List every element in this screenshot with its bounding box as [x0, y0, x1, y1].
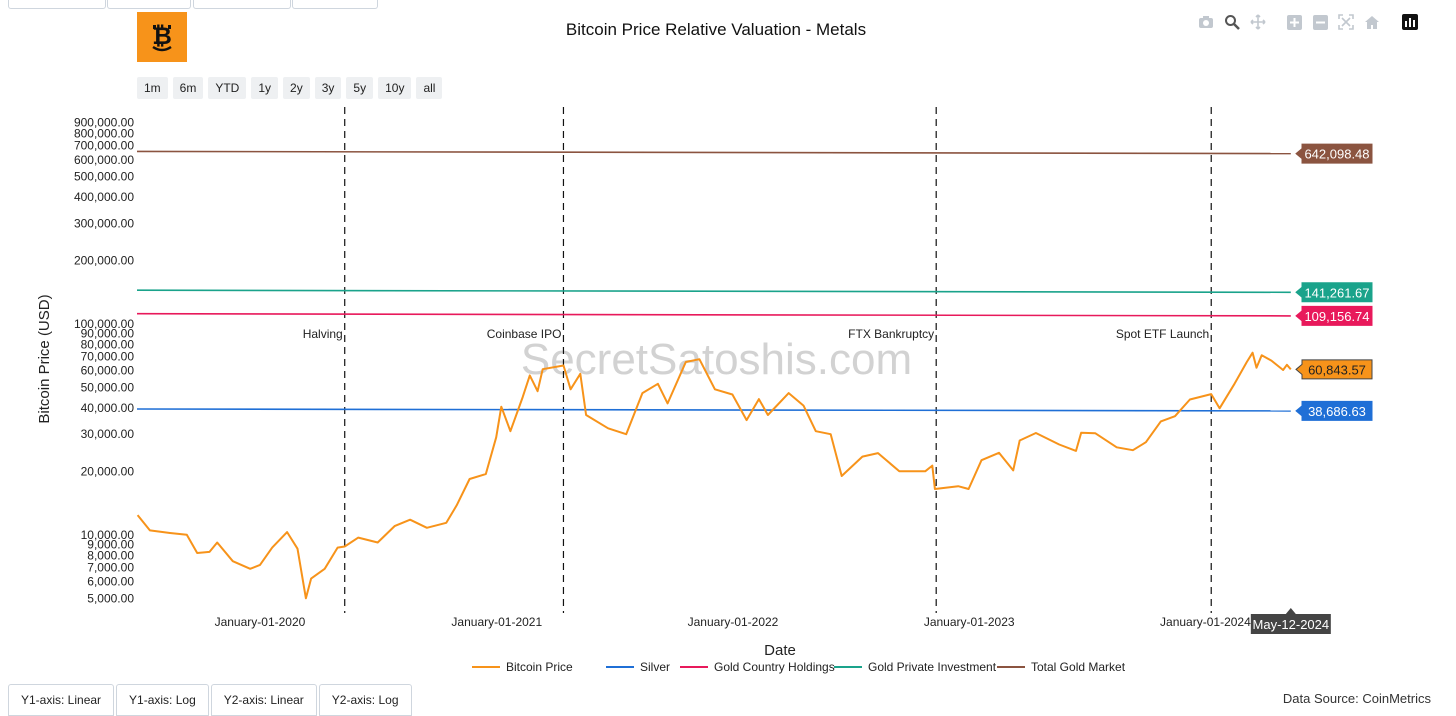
- y-tick-label: 30,000.00: [81, 427, 135, 441]
- top-tab[interactable]: [8, 0, 106, 9]
- series-line-gold-country[interactable]: [136, 312, 1291, 317]
- bitcoin-logo-icon: ₿: [137, 12, 187, 62]
- y-tick-label: 600,000.00: [74, 153, 134, 167]
- top-tab[interactable]: [107, 0, 191, 9]
- event-label: Halving: [303, 327, 343, 341]
- pan-icon[interactable]: [1248, 12, 1268, 32]
- y-tick-label: 300,000.00: [74, 216, 134, 230]
- range-button-ytd[interactable]: YTD: [208, 77, 247, 99]
- value-badge: [1295, 282, 1373, 303]
- watermark: SecretSatoshis.com: [521, 335, 912, 384]
- y-tick-label: 20,000.00: [81, 464, 135, 478]
- y-tick-label: 90,000.00: [81, 327, 135, 341]
- y-tick-label: 200,000.00: [74, 253, 134, 267]
- series-line-bitcoin[interactable]: [136, 351, 1292, 600]
- range-button-1m[interactable]: 1m: [137, 77, 168, 99]
- hover-date-badge: [1250, 608, 1331, 634]
- zoom-icon[interactable]: [1222, 12, 1242, 32]
- value-badge-label: 109,156.74: [1304, 309, 1369, 324]
- y-tick-label: 700,000.00: [74, 139, 134, 153]
- value-badge-label: 38,686.63: [1308, 404, 1366, 419]
- range-button-all[interactable]: all: [416, 77, 443, 99]
- range-button-10y[interactable]: 10y: [378, 77, 412, 99]
- modebar: [1196, 12, 1420, 32]
- value-badge: [1295, 143, 1373, 164]
- y-axis-title: Bitcoin Price (USD): [36, 294, 53, 423]
- y-tick-label: 8,000.00: [87, 548, 134, 562]
- y-tick-label: 70,000.00: [81, 350, 135, 364]
- legend-item-label: Gold Private Investment: [868, 660, 997, 674]
- value-badge: [1295, 400, 1373, 421]
- y-tick-label: 500,000.00: [74, 169, 134, 183]
- value-badge: [1295, 305, 1373, 326]
- hover-date-label: May-12-2024: [1253, 617, 1330, 632]
- axis-scale-tabs: Y1-axis: Linear Y1-axis: Log Y2-axis: Li…: [8, 684, 412, 716]
- range-button-6m[interactable]: 6m: [172, 77, 204, 99]
- chart-title: Bitcoin Price Relative Valuation - Metal…: [565, 20, 867, 39]
- event-label: Coinbase IPO: [487, 327, 562, 341]
- y-tick-label: 6,000.00: [87, 575, 134, 589]
- plotly-logo-icon[interactable]: [1400, 12, 1420, 32]
- y-tick-label: 80,000.00: [81, 337, 135, 351]
- series-line-silver[interactable]: [136, 408, 1291, 412]
- legend-item-label: Silver: [640, 660, 670, 674]
- y-tick-label: 10,000.00: [81, 528, 135, 542]
- data-source-label: Data Source: CoinMetrics: [1282, 691, 1431, 706]
- x-tick-label: January-01-2023: [924, 615, 1015, 629]
- range-button-2y[interactable]: 2y: [283, 77, 310, 99]
- range-button-1y[interactable]: 1y: [251, 77, 279, 99]
- tab-y2-linear[interactable]: Y2-axis: Linear: [210, 684, 317, 716]
- value-badge-label: 642,098.48: [1304, 147, 1369, 162]
- tab-y1-log[interactable]: Y1-axis: Log: [116, 684, 209, 716]
- reset-axes-icon[interactable]: [1362, 12, 1382, 32]
- y-tick-label: 7,000.00: [87, 561, 134, 575]
- legend-item-label: Total Gold Market: [1031, 660, 1126, 674]
- top-tab[interactable]: [292, 0, 378, 9]
- top-tab[interactable]: [193, 0, 291, 9]
- svg-text:₿: ₿: [152, 22, 172, 50]
- y-tick-label: 9,000.00: [87, 537, 134, 551]
- value-badge: [1295, 359, 1373, 380]
- camera-icon[interactable]: [1196, 12, 1216, 32]
- zoom-in-icon[interactable]: [1284, 12, 1304, 32]
- y-tick-label: 60,000.00: [81, 364, 135, 378]
- legend-item-label: Gold Country Holdings: [714, 660, 835, 674]
- y-tick-label: 50,000.00: [81, 380, 135, 394]
- range-button-5y[interactable]: 5y: [346, 77, 374, 99]
- zoom-out-icon[interactable]: [1310, 12, 1330, 32]
- y-tick-label: 40,000.00: [81, 401, 135, 415]
- x-tick-label: January-01-2021: [451, 615, 542, 629]
- x-tick-label: January-01-2020: [215, 615, 306, 629]
- series-line-total-gold[interactable]: [136, 150, 1291, 155]
- y-tick-label: 900,000.00: [74, 116, 134, 130]
- y-tick-label: 800,000.00: [74, 126, 134, 140]
- range-selector: 1m 6m YTD 1y 2y 3y 5y 10y all: [137, 77, 443, 99]
- value-badge-label: 60,843.57: [1308, 362, 1366, 377]
- x-tick-label: January-01-2024: [1160, 615, 1251, 629]
- autoscale-icon[interactable]: [1336, 12, 1356, 32]
- value-badge-label: 141,261.67: [1304, 285, 1369, 300]
- y-tick-label: 5,000.00: [87, 591, 134, 605]
- event-label: Spot ETF Launch: [1116, 327, 1209, 341]
- series-line-gold-private[interactable]: [136, 289, 1291, 294]
- tab-y1-linear[interactable]: Y1-axis: Linear: [8, 684, 115, 716]
- tab-y2-log[interactable]: Y2-axis: Log: [318, 684, 412, 716]
- legend-item-label: Bitcoin Price: [506, 660, 573, 674]
- y-tick-label: 400,000.00: [74, 190, 134, 204]
- x-tick-label: January-01-2022: [688, 615, 779, 629]
- range-button-3y[interactable]: 3y: [314, 77, 342, 99]
- y-tick-label: 100,000.00: [74, 317, 134, 331]
- event-label: FTX Bankruptcy: [848, 327, 934, 341]
- x-axis-title: Date: [764, 642, 796, 659]
